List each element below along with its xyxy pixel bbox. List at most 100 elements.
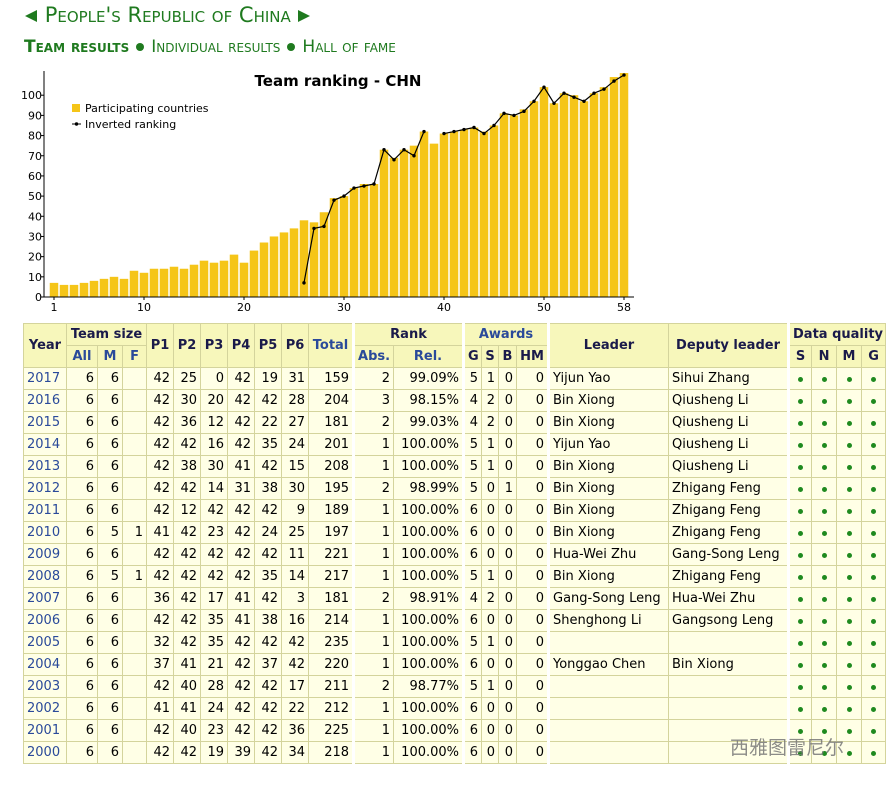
cell: Hua-Wei Zhu <box>668 587 790 610</box>
line-point <box>472 125 476 130</box>
quality-dot <box>846 729 852 734</box>
cell: 6 <box>66 411 98 434</box>
nav-link[interactable]: Hall of fame <box>302 37 396 57</box>
year-link[interactable]: 2012 <box>23 477 67 500</box>
y-tick-label: 100 <box>21 89 42 102</box>
quality-cell <box>836 367 863 390</box>
bar <box>89 280 99 297</box>
year-link[interactable]: 2005 <box>23 631 67 654</box>
cell: 1 <box>481 565 500 588</box>
prev-arrow[interactable] <box>24 9 38 23</box>
quality-cell <box>861 565 887 588</box>
year-link[interactable]: 2003 <box>23 675 67 698</box>
line-point <box>612 79 616 83</box>
cell: 42 <box>173 543 202 566</box>
line-point <box>392 158 396 162</box>
year-link[interactable]: 2010 <box>23 521 67 544</box>
cell: 23 <box>200 719 229 742</box>
cell: 14 <box>281 565 310 588</box>
cell: 100.00% <box>393 631 465 654</box>
quality-dot <box>798 597 804 602</box>
year-link[interactable]: 2014 <box>23 433 67 456</box>
quality-dot <box>846 531 852 536</box>
cell: 6 <box>97 543 123 566</box>
nav-link[interactable]: Team results <box>24 37 130 57</box>
quality-cell <box>861 675 887 698</box>
year-link[interactable]: 2008 <box>23 565 67 588</box>
quality-dot <box>821 729 827 734</box>
group-header: Rank <box>352 323 465 346</box>
watermark: 西雅图雷尼尔 <box>730 737 845 759</box>
line-point <box>362 184 366 188</box>
bar <box>579 101 589 297</box>
line-point <box>542 85 546 89</box>
quality-dot <box>846 443 852 448</box>
quality-dot <box>871 729 877 734</box>
quality-cell <box>861 433 887 456</box>
y-tick-label: 50 <box>28 190 42 203</box>
nav-link[interactable]: Individual results <box>151 37 281 57</box>
year-link[interactable]: 2015 <box>23 411 67 434</box>
cell: 181 <box>308 411 355 434</box>
cell: 17 <box>200 587 229 610</box>
bar <box>309 222 319 297</box>
quality-cell <box>861 543 887 566</box>
cell: 0 <box>516 609 550 632</box>
cell: 99.03% <box>393 411 465 434</box>
next-arrow[interactable] <box>297 9 311 23</box>
year-link[interactable]: 2001 <box>23 719 67 742</box>
cell: 22 <box>254 411 283 434</box>
year-link[interactable]: 2016 <box>23 389 67 412</box>
cell: Qiusheng Li <box>668 411 790 434</box>
cell: 1 <box>352 565 395 588</box>
cell <box>121 455 148 478</box>
cell: 6 <box>66 653 98 676</box>
year-link[interactable]: 2004 <box>23 653 67 676</box>
quality-cell <box>811 499 838 522</box>
year-link[interactable]: 2006 <box>23 609 67 632</box>
cell: 41 <box>227 587 256 610</box>
cell: 42 <box>227 675 256 698</box>
line-point <box>552 101 556 105</box>
cell: 0 <box>481 521 500 544</box>
cell <box>121 653 148 676</box>
cell: 5 <box>97 521 123 544</box>
cell: 9 <box>281 499 310 522</box>
cell: 17 <box>281 675 310 698</box>
year-link[interactable]: 2013 <box>23 455 67 478</box>
cell: Gang-Song Leng <box>547 587 670 610</box>
year-link[interactable]: 2009 <box>23 543 67 566</box>
bar <box>409 145 419 297</box>
year-link[interactable]: 2011 <box>23 499 67 522</box>
cell <box>121 741 148 764</box>
cell: 24 <box>200 697 229 720</box>
cell: 6 <box>97 389 123 412</box>
table-row: 2007 6 6 36 42 17 41 42 3 181 2 98.91% 4 2 0 0 Gang-Song… <box>23 587 887 610</box>
cell: 6 <box>66 587 98 610</box>
table-row: 2014 6 6 42 42 16 42 35 24 201 1 100.00% 5 1 0 0 Yijun Y… <box>23 433 887 456</box>
cell: 0 <box>498 565 518 588</box>
x-tick-label: 20 <box>237 301 251 314</box>
year-link[interactable]: 2002 <box>23 697 67 720</box>
cell: 0 <box>498 697 518 720</box>
cell: 1 <box>352 741 395 764</box>
quality-dot <box>846 487 852 492</box>
cell: 0 <box>516 477 550 500</box>
cell: 0 <box>516 499 550 522</box>
quality-cell <box>787 543 813 566</box>
year-link[interactable]: 2007 <box>23 587 67 610</box>
quality-dot <box>846 751 852 756</box>
cell: 6 <box>66 719 98 742</box>
group-header: Data quality <box>787 323 887 346</box>
bar <box>99 278 109 297</box>
quality-cell <box>811 433 838 456</box>
quality-cell <box>787 455 813 478</box>
quality-dot <box>821 685 827 690</box>
column-header: Leader <box>547 323 670 368</box>
quality-dot <box>871 465 877 470</box>
year-link[interactable]: 2017 <box>23 367 67 390</box>
year-link[interactable]: 2000 <box>23 741 67 764</box>
y-tick-label: 40 <box>28 210 42 223</box>
quality-dot <box>821 531 827 536</box>
column-header: N <box>811 345 838 368</box>
